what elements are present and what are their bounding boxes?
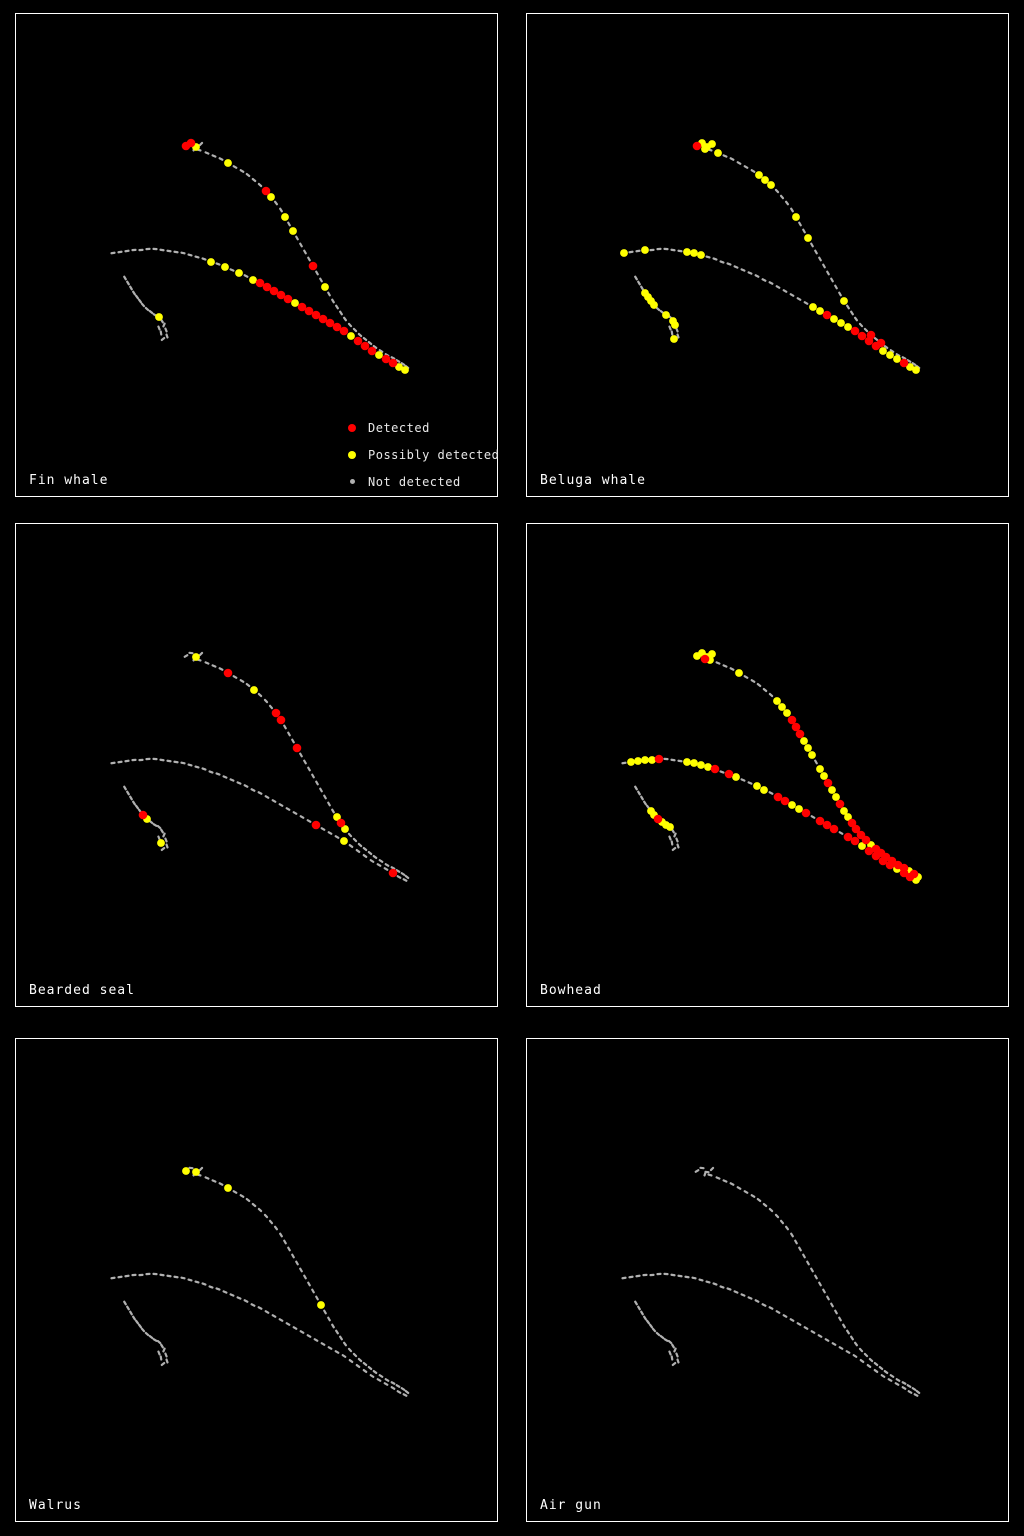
panel-title: Bowhead xyxy=(540,983,602,998)
panel-bowhead: Bowhead xyxy=(526,523,1009,1007)
legend-item-detected: Detected xyxy=(344,414,499,441)
panel-title: Air gun xyxy=(540,1498,602,1513)
panel-walrus: Walrus xyxy=(15,1038,498,1522)
panel-fin-whale: Detected Possibly detected Not detected … xyxy=(15,13,499,497)
not-detected-dot-icon xyxy=(349,479,355,484)
legend-label: Detected xyxy=(368,420,430,435)
panel-title: Fin whale xyxy=(29,473,109,488)
legend-item-not-detected: Not detected xyxy=(344,468,499,495)
panel-title: Bearded seal xyxy=(29,983,135,998)
panel-bearded-seal: Bearded seal xyxy=(15,523,498,1007)
track-plot xyxy=(620,139,921,374)
track-plot xyxy=(110,651,410,882)
legend-label: Not detected xyxy=(368,474,461,489)
track-plot xyxy=(110,138,410,374)
track-plot xyxy=(110,1166,410,1397)
panel-beluga-whale: Beluga whale xyxy=(526,13,1009,497)
legend-item-possibly-detected: Possibly detected xyxy=(344,441,499,468)
track-plot xyxy=(621,649,922,884)
track-plot xyxy=(621,1166,921,1397)
panel-title: Walrus xyxy=(29,1498,82,1513)
legend-label: Possibly detected xyxy=(368,447,500,462)
possibly-detected-dot-icon xyxy=(348,450,356,459)
panel-air-gun: Air gun xyxy=(526,1038,1009,1522)
detected-dot-icon xyxy=(348,423,356,432)
panel-title: Beluga whale xyxy=(540,473,646,488)
detection-legend: Detected Possibly detected Not detected xyxy=(344,414,499,495)
